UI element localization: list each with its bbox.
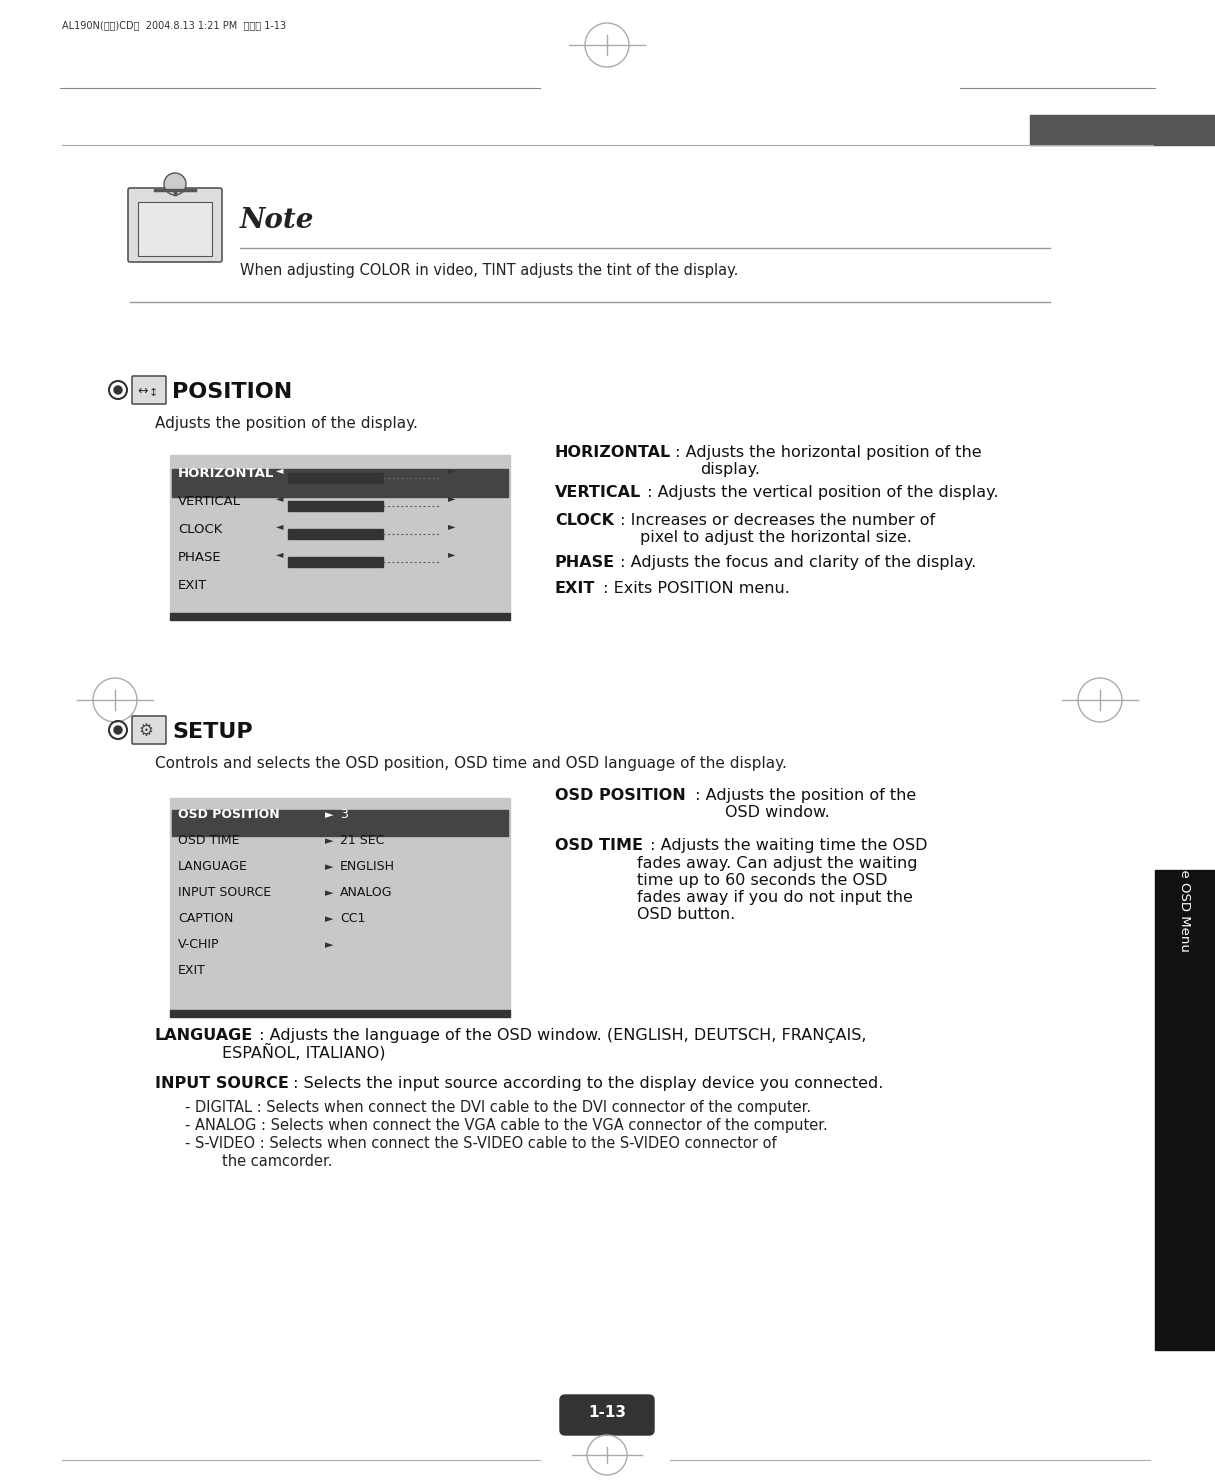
Text: When adjusting COLOR in video, TINT adjusts the tint of the display.: When adjusting COLOR in video, TINT adju… — [241, 262, 739, 279]
Bar — [288, 529, 383, 539]
Text: : Increases or decreases the number of: : Increases or decreases the number of — [615, 513, 936, 528]
Text: PHASE: PHASE — [179, 551, 221, 565]
Text: ↕: ↕ — [149, 388, 158, 399]
Text: : Adjusts the horizontal position of the: : Adjusts the horizontal position of the — [669, 445, 982, 459]
Text: HORIZONTAL: HORIZONTAL — [179, 467, 275, 480]
Text: ESPAÑOL, ITALIANO): ESPAÑOL, ITALIANO) — [222, 1043, 385, 1061]
Text: ►: ► — [324, 914, 333, 923]
Text: fades away if you do not input the: fades away if you do not input the — [637, 891, 912, 906]
Bar — [1155, 870, 1215, 1350]
Bar — [288, 473, 383, 483]
Text: the camcorder.: the camcorder. — [222, 1154, 333, 1169]
Text: ◄: ◄ — [276, 522, 283, 531]
Text: ►: ► — [448, 522, 456, 531]
FancyBboxPatch shape — [132, 376, 166, 405]
Bar — [173, 468, 508, 496]
Bar — [1030, 116, 1215, 145]
Text: LANGUAGE: LANGUAGE — [179, 860, 248, 873]
Text: Adjusts the position of the display.: Adjusts the position of the display. — [156, 416, 418, 431]
Text: ►: ► — [448, 548, 456, 559]
Text: AL190N(영어)CD용  2004.8.13 1:21 PM  페이지 1-13: AL190N(영어)CD용 2004.8.13 1:21 PM 페이지 1-13 — [62, 19, 286, 30]
Text: : Adjusts the focus and clarity of the display.: : Adjusts the focus and clarity of the d… — [615, 554, 976, 571]
Circle shape — [114, 726, 122, 734]
Text: display.: display. — [700, 462, 761, 477]
Text: : Adjusts the waiting time the OSD: : Adjusts the waiting time the OSD — [645, 837, 927, 854]
Text: EXIT: EXIT — [179, 579, 208, 591]
Text: 21 SEC: 21 SEC — [340, 834, 384, 848]
Text: OSD POSITION: OSD POSITION — [555, 788, 685, 803]
Text: OSD button.: OSD button. — [637, 907, 735, 922]
Text: INPUT SOURCE: INPUT SOURCE — [179, 886, 271, 900]
Text: V-CHIP: V-CHIP — [179, 938, 220, 951]
Text: ►: ► — [324, 836, 333, 846]
Text: ◄: ◄ — [276, 494, 283, 502]
Text: HORIZONTAL: HORIZONTAL — [555, 445, 671, 459]
Bar — [170, 1011, 510, 1017]
Text: : Adjusts the position of the: : Adjusts the position of the — [690, 788, 916, 803]
Text: time up to 60 seconds the OSD: time up to 60 seconds the OSD — [637, 873, 887, 888]
Text: ◄: ◄ — [276, 548, 283, 559]
Text: EXIT: EXIT — [555, 581, 595, 596]
Text: 3: 3 — [340, 808, 347, 821]
Text: OSD window.: OSD window. — [725, 805, 830, 820]
Bar — [139, 202, 211, 256]
FancyBboxPatch shape — [560, 1395, 654, 1435]
FancyBboxPatch shape — [132, 716, 166, 744]
Text: ENGLISH: ENGLISH — [340, 860, 395, 873]
Text: - ANALOG : Selects when connect the VGA cable to the VGA connector of the comput: - ANALOG : Selects when connect the VGA … — [185, 1117, 827, 1134]
Circle shape — [114, 385, 122, 394]
Text: OSD TIME: OSD TIME — [555, 837, 643, 854]
Text: Controls and selects the OSD position, OSD time and OSD language of the display.: Controls and selects the OSD position, O… — [156, 756, 787, 771]
Text: CLOCK: CLOCK — [179, 523, 222, 536]
Text: : Exits POSITION menu.: : Exits POSITION menu. — [598, 581, 790, 596]
Text: LANGUAGE: LANGUAGE — [156, 1029, 253, 1043]
Text: Note: Note — [241, 207, 315, 234]
Text: - S-VIDEO : Selects when connect the S-VIDEO cable to the S-VIDEO connector of: - S-VIDEO : Selects when connect the S-V… — [185, 1137, 776, 1152]
Bar — [170, 614, 510, 619]
Text: OSD TIME: OSD TIME — [179, 834, 239, 848]
Text: pixel to adjust the horizontal size.: pixel to adjust the horizontal size. — [640, 531, 912, 545]
Text: Adjusting the OSD Menu: Adjusting the OSD Menu — [1179, 788, 1192, 951]
Text: ANALOG: ANALOG — [340, 886, 392, 900]
Text: VERTICAL: VERTICAL — [179, 495, 241, 508]
Text: ►: ► — [324, 940, 333, 950]
FancyBboxPatch shape — [128, 188, 222, 262]
Text: 1-13: 1-13 — [588, 1405, 626, 1420]
Text: CAPTION: CAPTION — [179, 911, 233, 925]
Text: INPUT SOURCE: INPUT SOURCE — [156, 1076, 289, 1091]
Text: ►: ► — [324, 811, 333, 820]
Text: : Adjusts the vertical position of the display.: : Adjusts the vertical position of the d… — [642, 485, 999, 499]
Text: CLOCK: CLOCK — [555, 513, 614, 528]
Text: POSITION: POSITION — [173, 382, 293, 402]
Text: ⚙: ⚙ — [139, 722, 153, 740]
Text: VERTICAL: VERTICAL — [555, 485, 642, 499]
Text: ►: ► — [324, 863, 333, 871]
Bar — [170, 455, 510, 614]
Text: ◄: ◄ — [276, 465, 283, 476]
Circle shape — [164, 173, 186, 196]
Text: ↔: ↔ — [137, 384, 147, 397]
Text: : Selects the input source according to the display device you connected.: : Selects the input source according to … — [288, 1076, 883, 1091]
Bar — [170, 797, 510, 1011]
Text: ►: ► — [324, 888, 333, 898]
Text: ►: ► — [448, 465, 456, 476]
Bar — [288, 557, 383, 568]
Text: PHASE: PHASE — [555, 554, 615, 571]
Text: - DIGITAL : Selects when connect the DVI cable to the DVI connector of the compu: - DIGITAL : Selects when connect the DVI… — [185, 1100, 812, 1114]
Bar — [288, 501, 383, 511]
Bar — [173, 811, 508, 836]
Text: fades away. Can adjust the waiting: fades away. Can adjust the waiting — [637, 857, 917, 871]
Text: : Adjusts the language of the OSD window. (ENGLISH, DEUTSCH, FRANÇAIS,: : Adjusts the language of the OSD window… — [254, 1029, 866, 1043]
Text: SETUP: SETUP — [173, 722, 253, 742]
Text: OSD POSITION: OSD POSITION — [179, 808, 279, 821]
Text: EXIT: EXIT — [179, 963, 205, 977]
Text: CC1: CC1 — [340, 911, 366, 925]
Text: ►: ► — [448, 494, 456, 502]
